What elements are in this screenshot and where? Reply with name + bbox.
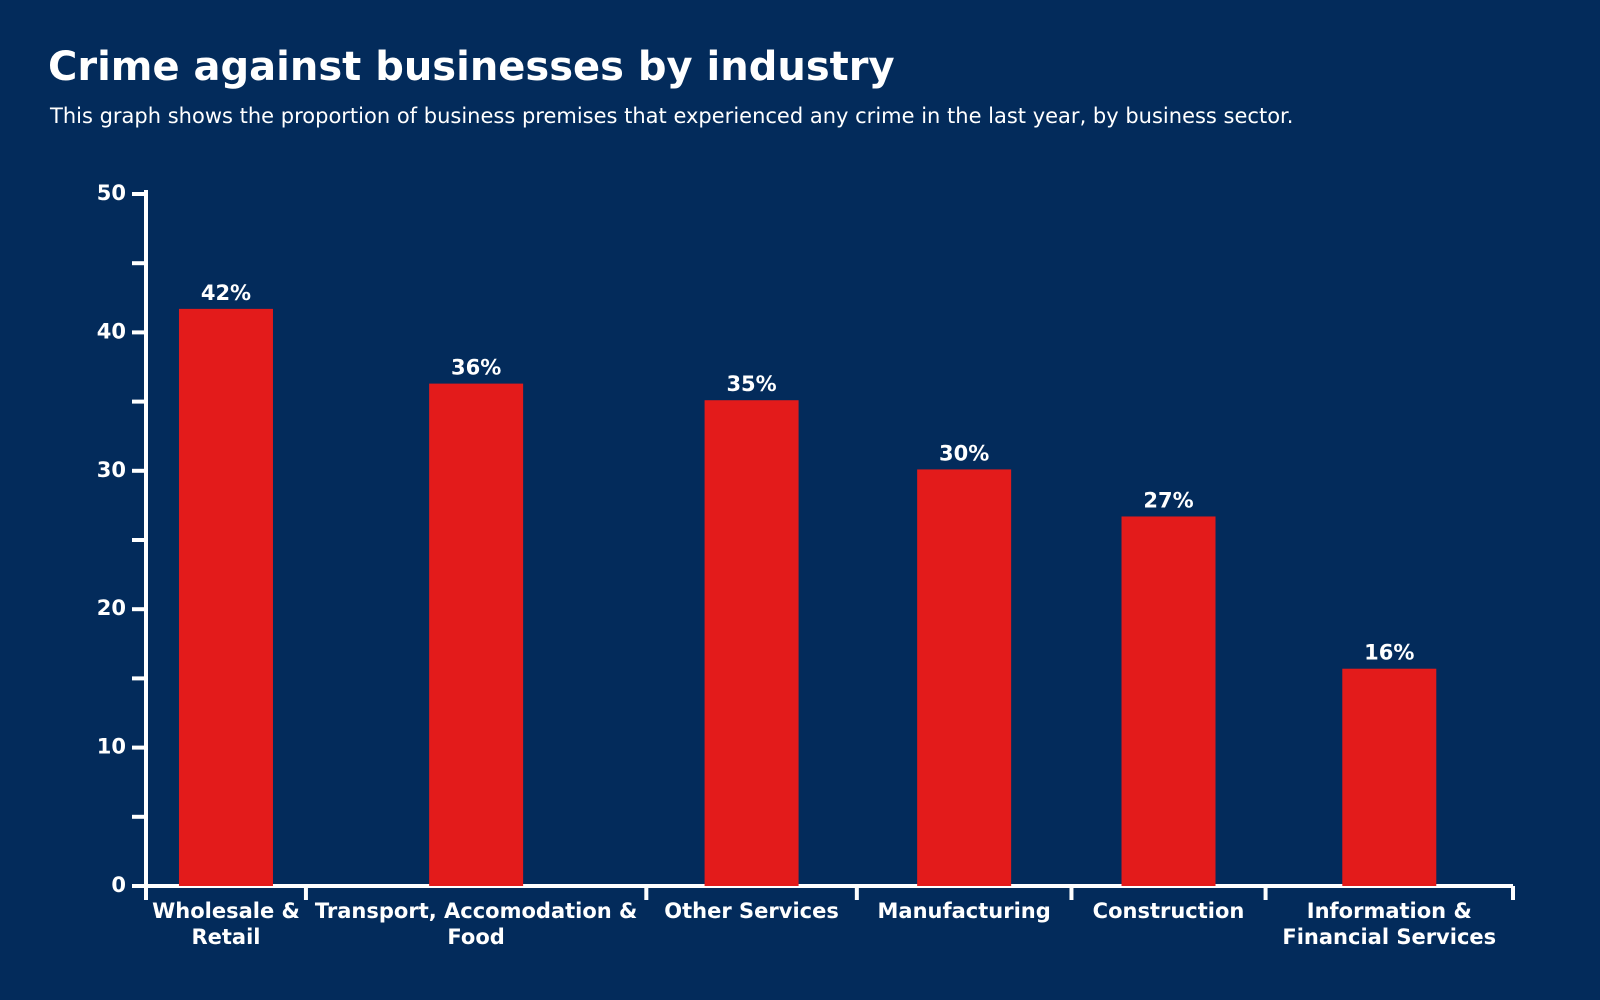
value-label: 30% <box>939 441 989 465</box>
y-tick-label: 30 <box>97 458 126 482</box>
value-label: 16% <box>1364 641 1414 665</box>
x-tick-label: Other Services <box>664 899 839 923</box>
value-label: 36% <box>451 356 501 380</box>
x-tick-label: Manufacturing <box>877 899 1051 923</box>
x-tick-label: Construction <box>1092 899 1245 923</box>
y-tick-label: 10 <box>97 735 126 759</box>
x-tick-label: Information & Financial Services <box>1282 899 1497 949</box>
bar <box>178 308 273 886</box>
chart-subtitle: This graph shows the proportion of busin… <box>49 104 1293 128</box>
bar <box>1342 668 1437 886</box>
value-label: 35% <box>726 372 776 396</box>
bar <box>429 383 524 886</box>
value-label: 27% <box>1143 488 1193 512</box>
y-tick-label: 40 <box>97 319 126 343</box>
y-tick-label: 0 <box>111 873 126 897</box>
chart-title: Crime against businesses by industry <box>48 44 895 90</box>
value-label: 42% <box>201 281 251 305</box>
y-tick-label: 50 <box>97 181 126 205</box>
x-tick-label: Wholesale & Retail <box>152 899 300 949</box>
y-tick-label: 20 <box>97 596 126 620</box>
x-tick-label: Transport, Accomodation & Food <box>314 899 638 949</box>
bar <box>1121 516 1216 886</box>
bar <box>704 400 799 886</box>
bar <box>917 469 1012 886</box>
